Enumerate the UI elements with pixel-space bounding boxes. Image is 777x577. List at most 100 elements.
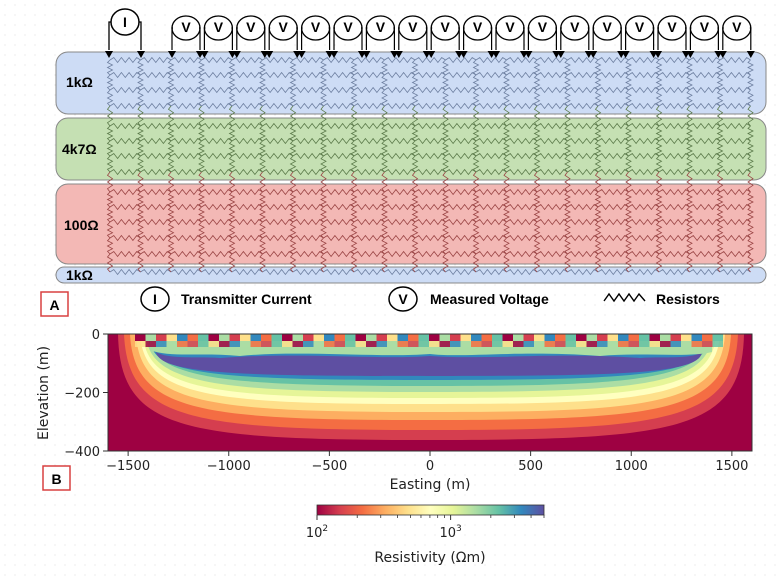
resistor-h-3 [201, 56, 233, 64]
resistor-v-447 [747, 155, 754, 173]
resistor-h-158 [445, 168, 477, 176]
resistor-v-359 [747, 89, 754, 107]
voltmeter-wire-left [495, 27, 497, 50]
resistor-network [106, 56, 754, 276]
resistor-v-500 [350, 206, 358, 223]
resistor-h-249 [658, 234, 690, 242]
resistor-h-228 [658, 218, 690, 226]
resistor-h-96 [475, 122, 507, 130]
legend-voltage-symbol-text: V [398, 291, 408, 307]
resistor-h-11 [445, 56, 477, 64]
resistor-h-111 [292, 137, 324, 145]
voltmeter-wire-left [657, 27, 659, 50]
resistor-h-112 [323, 137, 355, 145]
resistor-h-283 [414, 268, 446, 276]
resistor-v-466 [655, 171, 663, 193]
resistor-h-221 [445, 218, 477, 226]
resistor-h-246 [567, 234, 599, 242]
resistor-v-357 [686, 89, 693, 107]
resistor-h-262 [414, 250, 446, 258]
colorbar-ticks: 102 103 [306, 515, 545, 541]
voltmeter-wire-right [263, 27, 266, 50]
voltmeter-symbol: V [505, 19, 515, 35]
electrode-arrow [524, 51, 533, 58]
resistor-v-315 [747, 59, 754, 76]
resistor-h-88 [231, 122, 263, 130]
voltmeter-symbol: V [279, 19, 289, 35]
resistor-v-355 [625, 89, 632, 107]
resistor-v-510 [655, 206, 663, 223]
resistor-h-292 [689, 268, 721, 276]
surface-cell [156, 341, 167, 347]
resistor-v-515 [137, 221, 144, 239]
surface-cell [156, 334, 167, 341]
resistor-v-470 [106, 191, 114, 208]
resistor-h-104 [719, 122, 751, 130]
surface-cell [313, 334, 324, 341]
resistor-v-390 [350, 125, 358, 142]
voltmeter-wire-right [458, 27, 460, 50]
voltmeter-symbol: V [181, 19, 191, 35]
resistor-v-370 [411, 105, 419, 127]
resistor-h-245 [536, 234, 568, 242]
resistor-h-142 [597, 152, 629, 160]
resistor-v-372 [472, 105, 480, 127]
resistor-v-313 [686, 59, 693, 76]
surface-cell [439, 341, 450, 347]
resistor-h-153 [292, 168, 324, 176]
resistor-v-467 [686, 171, 693, 193]
resistor-v-365 [259, 105, 266, 127]
surface-cell [240, 334, 251, 341]
resistor-v-481 [442, 191, 449, 208]
resistor-h-195 [292, 203, 324, 211]
resistor-v-539 [198, 237, 205, 255]
panel-b-chart: −1500 −1000 −500 0 500 1000 1500 0 −200 −400 Eas… [36, 328, 753, 566]
resistor-h-52 [414, 86, 446, 94]
resistor-v-456 [350, 171, 358, 193]
resistor-h-105 [109, 137, 141, 145]
surface-cell [429, 341, 440, 347]
electrode-arrow [427, 51, 436, 58]
resistor-h-178 [414, 188, 446, 196]
resistor-h-152 [262, 168, 294, 176]
resistor-v-578 [716, 253, 724, 273]
resistor-v-353 [564, 89, 571, 107]
resistor-h-213 [201, 218, 233, 226]
resistor-v-421 [625, 140, 632, 157]
resistor-h-23 [170, 71, 202, 79]
electrode-arrow [265, 51, 274, 58]
resistor-v-577 [686, 253, 693, 273]
resistor-h-140 [536, 152, 568, 160]
voltmeter-wire-right [328, 27, 331, 50]
resistor-h-219 [384, 218, 416, 226]
resistor-v-446 [716, 155, 724, 173]
resistor-h-24 [201, 71, 233, 79]
resistor-v-385 [198, 125, 205, 142]
voltmeter-symbol: V [635, 19, 645, 35]
surface-cell [282, 334, 293, 341]
resistor-v-358 [716, 89, 724, 107]
current-wire-right [139, 21, 142, 50]
resistor-v-553 [625, 237, 632, 255]
resistor-h-161 [536, 168, 568, 176]
voltmeter-symbol: V [603, 19, 613, 35]
resistor-h-282 [384, 268, 416, 276]
surface-cell [408, 334, 419, 341]
resistor-v-394 [472, 125, 480, 142]
resistor-v-368 [350, 105, 358, 127]
voltmeter-wire-left [560, 27, 562, 50]
voltmeter-4: V [265, 15, 302, 58]
resistor-v-555 [686, 237, 693, 255]
resistor-v-454 [289, 171, 297, 193]
resistor-v-512 [716, 206, 724, 223]
surface-cell [618, 334, 629, 341]
resistor-h-274 [140, 268, 172, 276]
resistor-v-439 [503, 155, 510, 173]
resistor-h-242 [445, 234, 477, 242]
resistor-v-445 [686, 155, 693, 173]
resistor-h-60 [658, 86, 690, 94]
resistor-h-279 [292, 268, 324, 276]
panel-b-label-box [42, 465, 71, 491]
resistor-v-520 [289, 221, 297, 239]
voltmeter-symbol: V [376, 19, 386, 35]
